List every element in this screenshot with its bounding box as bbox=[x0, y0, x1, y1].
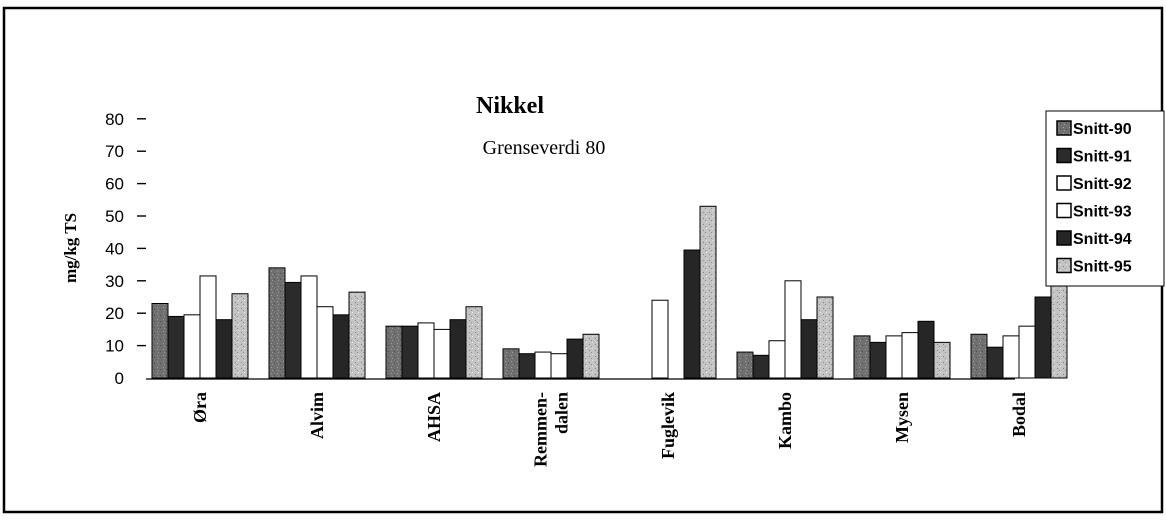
legend-label: Snitt-92 bbox=[1073, 176, 1132, 193]
bar bbox=[683, 249, 701, 379]
bar bbox=[582, 333, 600, 379]
bar bbox=[284, 281, 302, 379]
x-tick-label: Alvim bbox=[307, 392, 327, 439]
bar bbox=[970, 333, 988, 379]
bar bbox=[869, 341, 887, 379]
legend-label: Snitt-93 bbox=[1073, 204, 1132, 221]
bar bbox=[417, 322, 435, 379]
bar bbox=[151, 302, 169, 379]
legend-label: Snitt-91 bbox=[1073, 149, 1132, 166]
bar bbox=[917, 320, 935, 379]
legend-swatch bbox=[1056, 120, 1072, 136]
bar bbox=[550, 353, 568, 379]
bar bbox=[300, 275, 318, 379]
legend: Snitt-90 Snitt-91 Snitt-92 Snitt-93 Snitt-94… bbox=[1056, 120, 1132, 276]
bar bbox=[800, 319, 818, 379]
y-tick-label: 80 bbox=[105, 110, 124, 129]
chart-subtitle: Grenseverdi 80 bbox=[483, 137, 606, 159]
bar bbox=[853, 335, 871, 379]
bar bbox=[231, 293, 249, 379]
y-tick-label: 10 bbox=[105, 337, 124, 356]
legend-swatch bbox=[1056, 175, 1072, 191]
bar bbox=[199, 275, 217, 379]
x-tick-label: Mysen bbox=[892, 392, 912, 443]
y-tick-label: 30 bbox=[105, 272, 124, 291]
bar bbox=[736, 351, 754, 379]
bar bbox=[901, 332, 919, 379]
bar bbox=[183, 314, 201, 379]
x-tick-label: Øra bbox=[190, 392, 210, 423]
x-tick-label: Remmen- bbox=[531, 392, 551, 467]
bar bbox=[986, 346, 1004, 379]
bar bbox=[1002, 335, 1020, 379]
y-axis-ticks: 0 10 20 30 40 50 60 70 80 bbox=[105, 110, 146, 388]
bar bbox=[385, 325, 403, 379]
bar bbox=[348, 291, 366, 379]
legend-label: Snitt-90 bbox=[1073, 121, 1132, 138]
bar bbox=[465, 306, 483, 379]
y-tick-label: 40 bbox=[105, 239, 124, 258]
bar bbox=[534, 351, 552, 379]
bar bbox=[566, 338, 584, 379]
bar bbox=[784, 280, 802, 379]
bar bbox=[316, 306, 334, 379]
bar bbox=[651, 299, 669, 379]
x-tick-label: Bodal bbox=[1009, 392, 1029, 437]
legend-swatch bbox=[1056, 257, 1072, 274]
y-tick-label: 20 bbox=[105, 304, 124, 323]
bar bbox=[502, 348, 520, 379]
bar bbox=[699, 205, 717, 379]
x-axis-labels: Øra Alvim AHSA Remmen-dalen Fuglevik Kambo Mys… bbox=[190, 392, 1029, 467]
bar bbox=[518, 353, 536, 379]
bar bbox=[1034, 296, 1052, 379]
bar bbox=[1018, 325, 1036, 379]
bar-series bbox=[151, 205, 1068, 379]
legend-label: Snitt-95 bbox=[1073, 259, 1132, 276]
bar bbox=[268, 267, 286, 379]
y-tick-label: 60 bbox=[105, 175, 124, 194]
bar bbox=[1050, 278, 1068, 379]
bar bbox=[215, 319, 233, 379]
legend-box bbox=[1045, 110, 1165, 287]
bar bbox=[401, 325, 419, 379]
bar bbox=[332, 314, 350, 379]
bar bbox=[167, 315, 185, 379]
legend-swatch bbox=[1056, 147, 1072, 164]
bar bbox=[433, 328, 451, 379]
x-tick-label: Kambo bbox=[775, 392, 795, 449]
y-tick-label: 70 bbox=[105, 142, 124, 161]
bar bbox=[768, 340, 786, 379]
legend-swatch bbox=[1056, 202, 1072, 219]
bar bbox=[885, 335, 903, 379]
legend-swatch bbox=[1056, 230, 1072, 246]
bar bbox=[816, 296, 834, 379]
y-axis-label: mg/kg TS bbox=[61, 213, 80, 283]
bar bbox=[449, 319, 467, 379]
bar bbox=[933, 341, 951, 379]
y-tick-label: 50 bbox=[105, 207, 124, 226]
legend-label: Snitt-94 bbox=[1073, 231, 1132, 248]
chart-border bbox=[2, 6, 1164, 514]
chart-title: Nikkel bbox=[476, 93, 544, 119]
x-tick-label: dalen bbox=[552, 392, 572, 434]
x-tick-label: AHSA bbox=[424, 392, 444, 442]
x-tick-label: Fuglevik bbox=[658, 392, 678, 459]
bar bbox=[752, 354, 770, 379]
y-tick-label: 0 bbox=[115, 369, 124, 388]
